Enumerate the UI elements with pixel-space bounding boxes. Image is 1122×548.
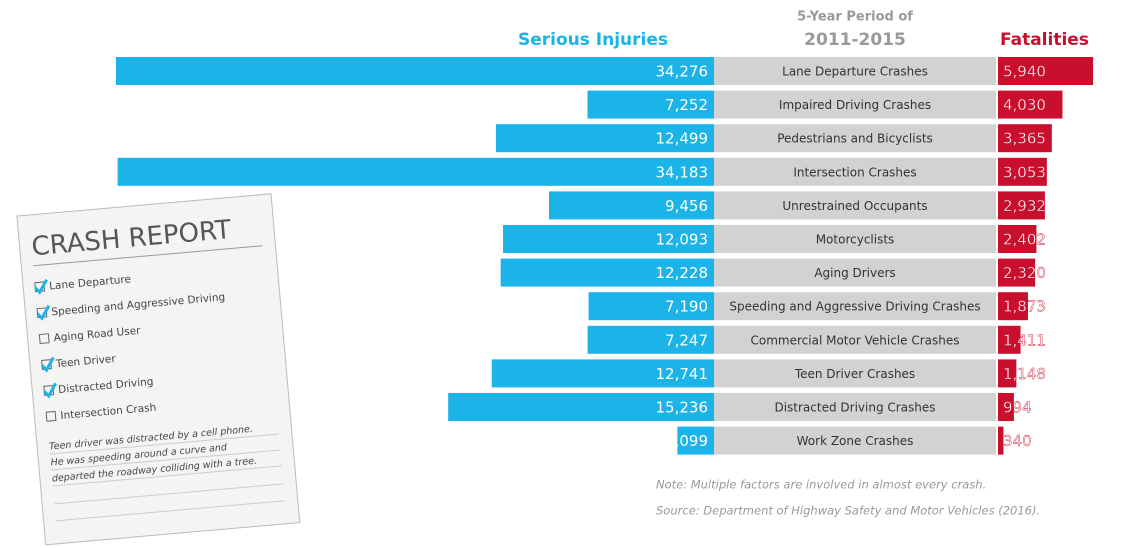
- value-label: 2,402: [1003, 231, 1046, 249]
- series-name: Fatalities: [1000, 30, 1089, 50]
- rule: [49, 433, 279, 455]
- checkbox: [38, 333, 50, 345]
- category-label: Teen Driver Crashes: [794, 367, 915, 381]
- value-label: 994: [1003, 399, 1032, 417]
- header: 5-Year Period of: [797, 10, 913, 25]
- category-band: [714, 157, 996, 186]
- report-item: Teen Driver: [54, 353, 116, 370]
- value-label: 15,236: [656, 399, 709, 417]
- bar: [998, 191, 1045, 220]
- value-label: 3,053: [1003, 163, 1046, 181]
- value-label: 7,190: [665, 298, 708, 316]
- value-label: 5,940: [1003, 63, 1046, 81]
- check: [40, 356, 55, 373]
- value-label: 1,148: [1003, 365, 1046, 383]
- value-label: 12,093: [656, 231, 709, 249]
- bar: [587, 325, 714, 354]
- category-label: Distracted Driving Crashes: [774, 401, 935, 415]
- bar: [495, 124, 714, 153]
- bar: [998, 292, 1028, 321]
- value-label: 2,320: [1003, 264, 1046, 282]
- category-label: Aging Drivers: [814, 266, 895, 280]
- category-label: Lane Departure Crashes: [782, 65, 928, 79]
- category-label: Unrestrained Occupants: [782, 199, 927, 213]
- bar: [549, 191, 714, 220]
- rule: [33, 245, 263, 267]
- bar: [117, 157, 714, 186]
- value-label: 1,411: [1003, 331, 1046, 349]
- bar: [116, 57, 714, 85]
- bar: [998, 157, 1047, 186]
- value-label: 12,499: [656, 130, 709, 148]
- bar: [503, 225, 714, 253]
- category-band: [714, 57, 996, 85]
- bar: [998, 57, 1094, 85]
- bar: [998, 426, 1004, 455]
- category-band: [714, 90, 996, 119]
- category-label: Commercial Motor Vehicle Crashes: [751, 333, 960, 347]
- value-label: 4,030: [1003, 96, 1046, 114]
- rule: [55, 500, 285, 522]
- category-band: [714, 426, 996, 455]
- bar: [998, 325, 1021, 354]
- value-label: 1,873: [1003, 298, 1046, 316]
- note: Note: Multiple factors are involved in a…: [656, 478, 986, 492]
- value-label: 2,932: [1003, 197, 1046, 215]
- bar: [588, 292, 714, 321]
- period: 2011-2015: [804, 30, 906, 50]
- category-band: [714, 191, 996, 220]
- category-band: [714, 124, 996, 153]
- bar: [587, 90, 714, 119]
- rule: [52, 465, 282, 487]
- bar: [998, 90, 1063, 119]
- bar: [998, 124, 1052, 153]
- bar: [448, 393, 714, 421]
- value-label: 3,365: [1003, 130, 1046, 148]
- note: Source: Department of Highway Safety and…: [656, 504, 1040, 518]
- category-band: [714, 225, 996, 253]
- category-band: [714, 325, 996, 354]
- category-label: Work Zone Crashes: [797, 434, 914, 448]
- value-label: 12,228: [656, 264, 709, 282]
- rule: [51, 449, 281, 471]
- category-label: Intersection Crashes: [793, 165, 916, 179]
- value-label: 7,247: [665, 331, 708, 349]
- category-band: [714, 258, 996, 287]
- category-band: [714, 393, 996, 421]
- bar: [998, 359, 1017, 388]
- bar: [998, 258, 1036, 287]
- value-label: 7,252: [665, 96, 708, 114]
- checkbox: [45, 410, 57, 422]
- value-label: 34,276: [656, 63, 709, 81]
- value-label: 340: [1003, 432, 1032, 450]
- check: [34, 278, 48, 295]
- value-label: 2,099: [665, 432, 708, 450]
- bar: [998, 393, 1014, 421]
- value-label: 34,183: [656, 163, 709, 181]
- category-band: [714, 359, 996, 388]
- bar: [500, 258, 714, 287]
- value-label: 12,741: [656, 365, 709, 383]
- bar: [491, 359, 714, 388]
- paper: [16, 193, 301, 546]
- category-band: [714, 292, 996, 321]
- rule: [54, 483, 284, 505]
- check: [43, 382, 57, 399]
- category-label: Motorcyclists: [816, 233, 895, 247]
- check: [36, 304, 51, 321]
- category-label: Impaired Driving Crashes: [779, 98, 931, 112]
- value-label: 9,456: [665, 197, 708, 215]
- bar: [677, 426, 714, 455]
- bar: [998, 225, 1037, 253]
- category-label: Pedestrians and Bicyclists: [777, 132, 933, 146]
- category-label: Speeding and Aggressive Driving Crashes: [729, 300, 980, 314]
- series-name: Serious Injuries: [518, 30, 668, 50]
